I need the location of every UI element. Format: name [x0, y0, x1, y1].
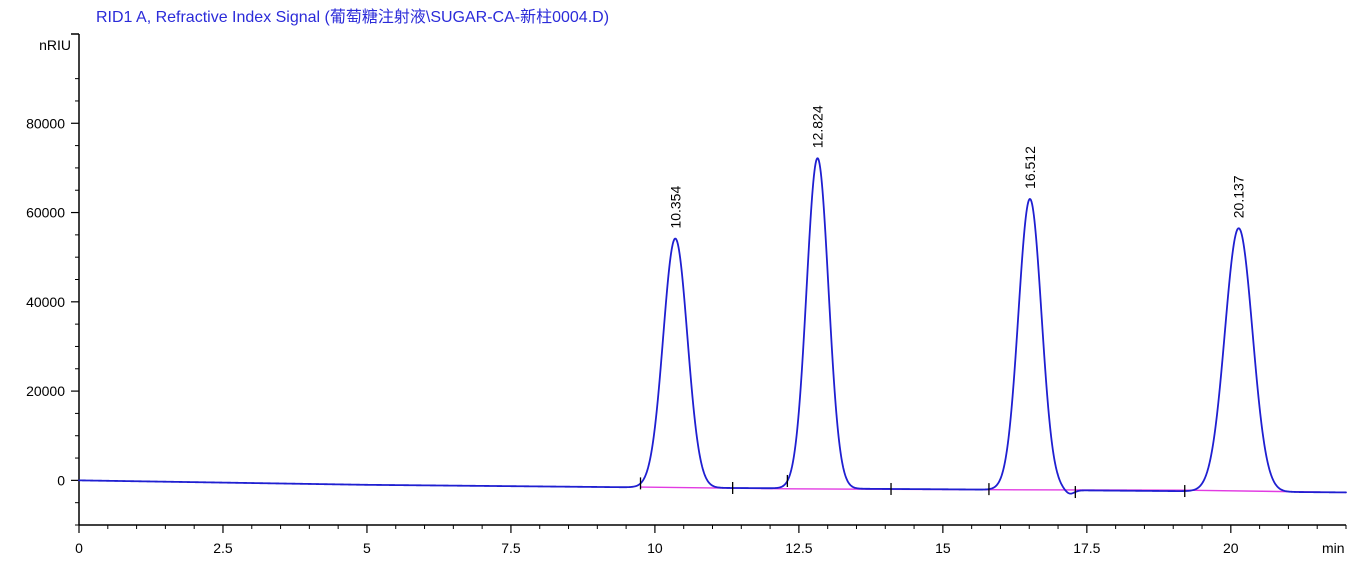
peak-label: 20.137: [1231, 175, 1247, 218]
plot-layer: [78, 157, 1347, 499]
peak-label: 12.824: [810, 105, 826, 148]
y-tick-label: 40000: [26, 294, 65, 310]
x-tick-label: 12.5: [785, 540, 812, 556]
axis-layer: [71, 33, 1346, 526]
y-axis-label: nRIU: [39, 37, 71, 53]
chart-title: RID1 A, Refractive Index Signal (葡萄糖注射液\…: [96, 9, 610, 26]
y-tick-label: 20000: [26, 383, 65, 399]
x-tick-label: 0: [75, 540, 83, 556]
x-tick-label: 5: [363, 540, 371, 556]
signal-trace: [78, 157, 1347, 495]
x-tick-label: 10: [647, 540, 663, 556]
x-tick-label: 17.5: [1073, 540, 1100, 556]
y-tick-label: 80000: [26, 115, 65, 131]
tick-layer: [71, 78, 1347, 533]
x-tick-label: 7.5: [501, 540, 521, 556]
peak-label: 10.354: [667, 186, 683, 229]
y-tick-label: 0: [57, 472, 65, 488]
label-layer: nRIU min 0 20000 40000 60000 80000 0 2.5 5 7.5 10 12…: [26, 37, 1345, 556]
y-tick-label: 60000: [26, 205, 65, 221]
peak-label: 16.512: [1022, 146, 1038, 189]
x-tick-label: 2.5: [213, 540, 233, 556]
x-tick-label: 20: [1223, 540, 1239, 556]
x-axis-label: min: [1322, 540, 1345, 556]
x-tick-label: 15: [935, 540, 951, 556]
